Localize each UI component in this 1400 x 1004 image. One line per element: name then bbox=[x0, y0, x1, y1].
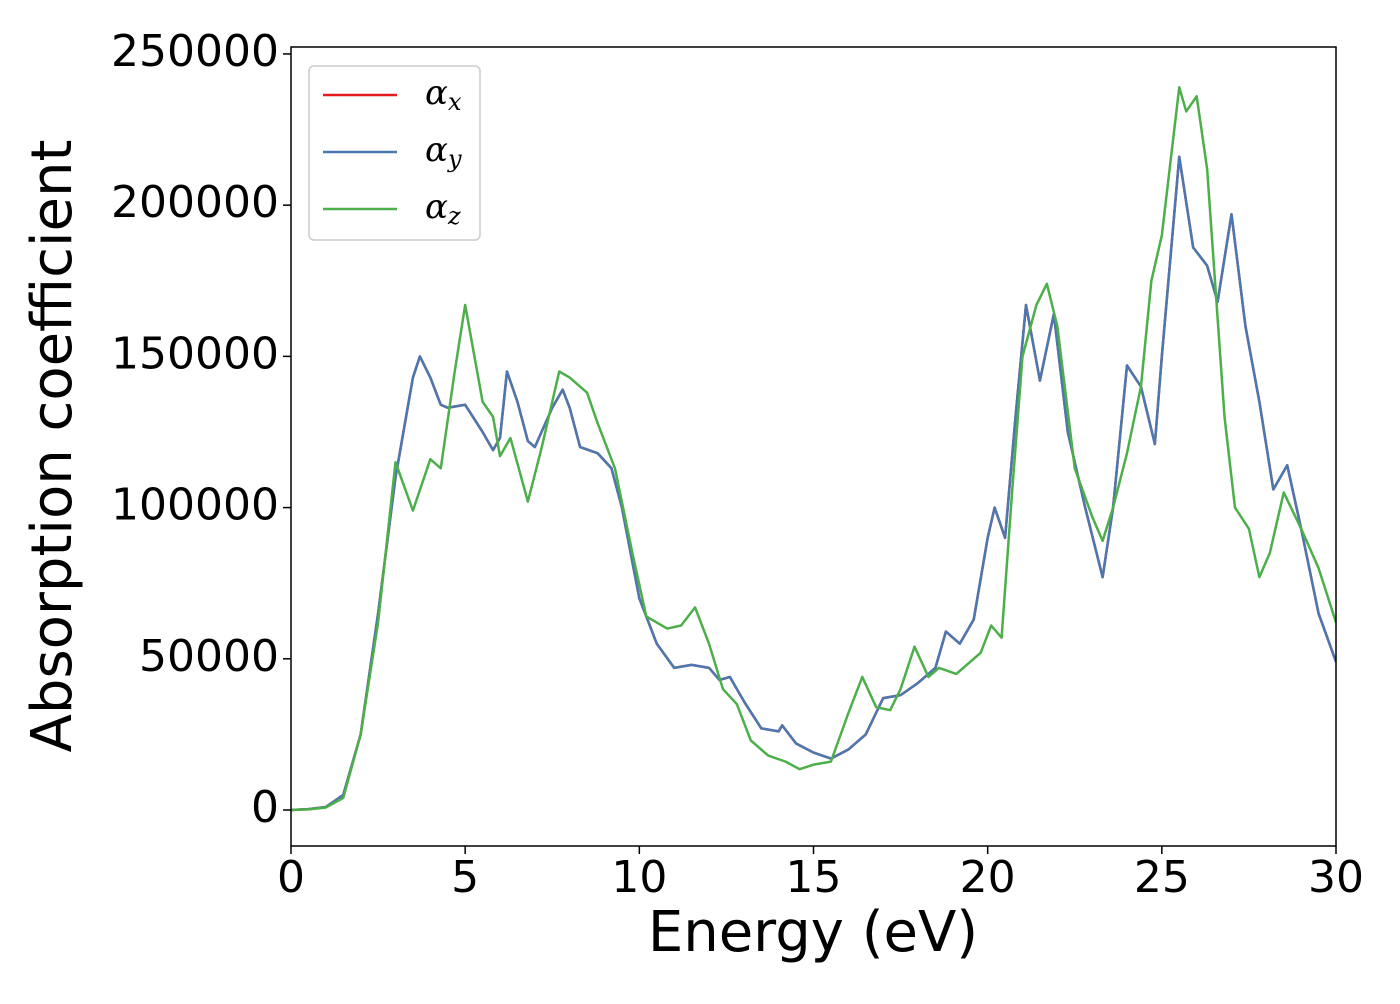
x-tick-label: 5 bbox=[451, 852, 479, 903]
x-tick-label: 15 bbox=[786, 852, 842, 903]
legend-label: αy bbox=[425, 130, 462, 173]
x-tick-label: 0 bbox=[277, 852, 305, 903]
x-tick-label: 25 bbox=[1134, 852, 1190, 903]
legend-subscript: x bbox=[448, 88, 462, 116]
x-axis-label: Energy (eV) bbox=[648, 900, 978, 965]
legend-symbol: α bbox=[425, 73, 448, 113]
legend-subscript: z bbox=[447, 202, 461, 230]
legend-symbol: α bbox=[425, 130, 448, 170]
y-tick-label: 200000 bbox=[111, 177, 279, 228]
y-tick-label: 250000 bbox=[111, 26, 279, 77]
legend-symbol: α bbox=[425, 187, 448, 227]
plot-frame bbox=[290, 46, 1337, 847]
x-tick-label: 30 bbox=[1308, 852, 1364, 903]
y-tick-label: 0 bbox=[251, 782, 279, 833]
y-tick-label: 100000 bbox=[111, 480, 279, 531]
series-line bbox=[291, 155, 1336, 812]
legend-label: αx bbox=[425, 73, 462, 116]
series-line bbox=[291, 85, 1336, 812]
legend-subscript: y bbox=[447, 145, 462, 173]
x-tick-label: 20 bbox=[960, 852, 1016, 903]
y-axis-label: Absorption coefficient bbox=[20, 140, 85, 753]
y-tick-label: 50000 bbox=[139, 631, 279, 682]
x-tick-label: 10 bbox=[611, 852, 667, 903]
legend-label: αz bbox=[425, 187, 461, 230]
y-tick-label: 150000 bbox=[111, 328, 279, 379]
series-line bbox=[291, 155, 1336, 812]
